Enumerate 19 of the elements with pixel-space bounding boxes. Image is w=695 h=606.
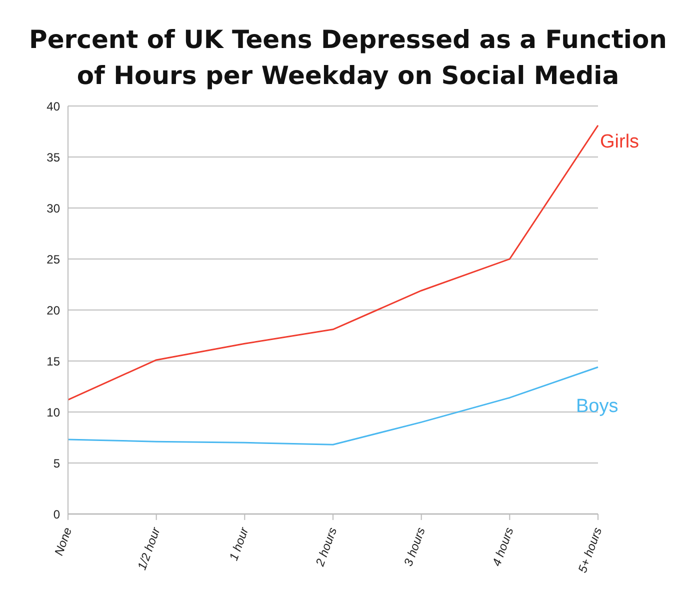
series-label: Boys (576, 396, 618, 418)
x-tick-label: 2 hours (312, 526, 340, 569)
y-tick-label: 15 (46, 354, 60, 368)
y-tick-label: 25 (46, 252, 60, 266)
y-tick-label: 5 (53, 456, 60, 470)
y-tick-label: 10 (46, 405, 60, 420)
y-tick-label: 30 (46, 201, 60, 216)
x-tick-label: 4 hours (489, 526, 516, 568)
x-tick-label: 1 hour (226, 524, 252, 562)
x-tick-label: 1/2 hour (134, 524, 164, 572)
y-tick-label: 20 (46, 303, 60, 318)
y-tick-label: 0 (53, 507, 60, 522)
x-tick-label: 5+ hours (575, 526, 605, 575)
chart-title: Percent of UK Teens Depressed as a Function of Hours per Weekday on Social Media (28, 24, 668, 92)
series-label: Girls (600, 131, 640, 152)
y-tick-label: 40 (46, 99, 60, 114)
y-tick-label: 35 (46, 150, 60, 164)
x-tick-label: 3 hours (401, 526, 428, 568)
x-tick-label: None (52, 525, 75, 558)
